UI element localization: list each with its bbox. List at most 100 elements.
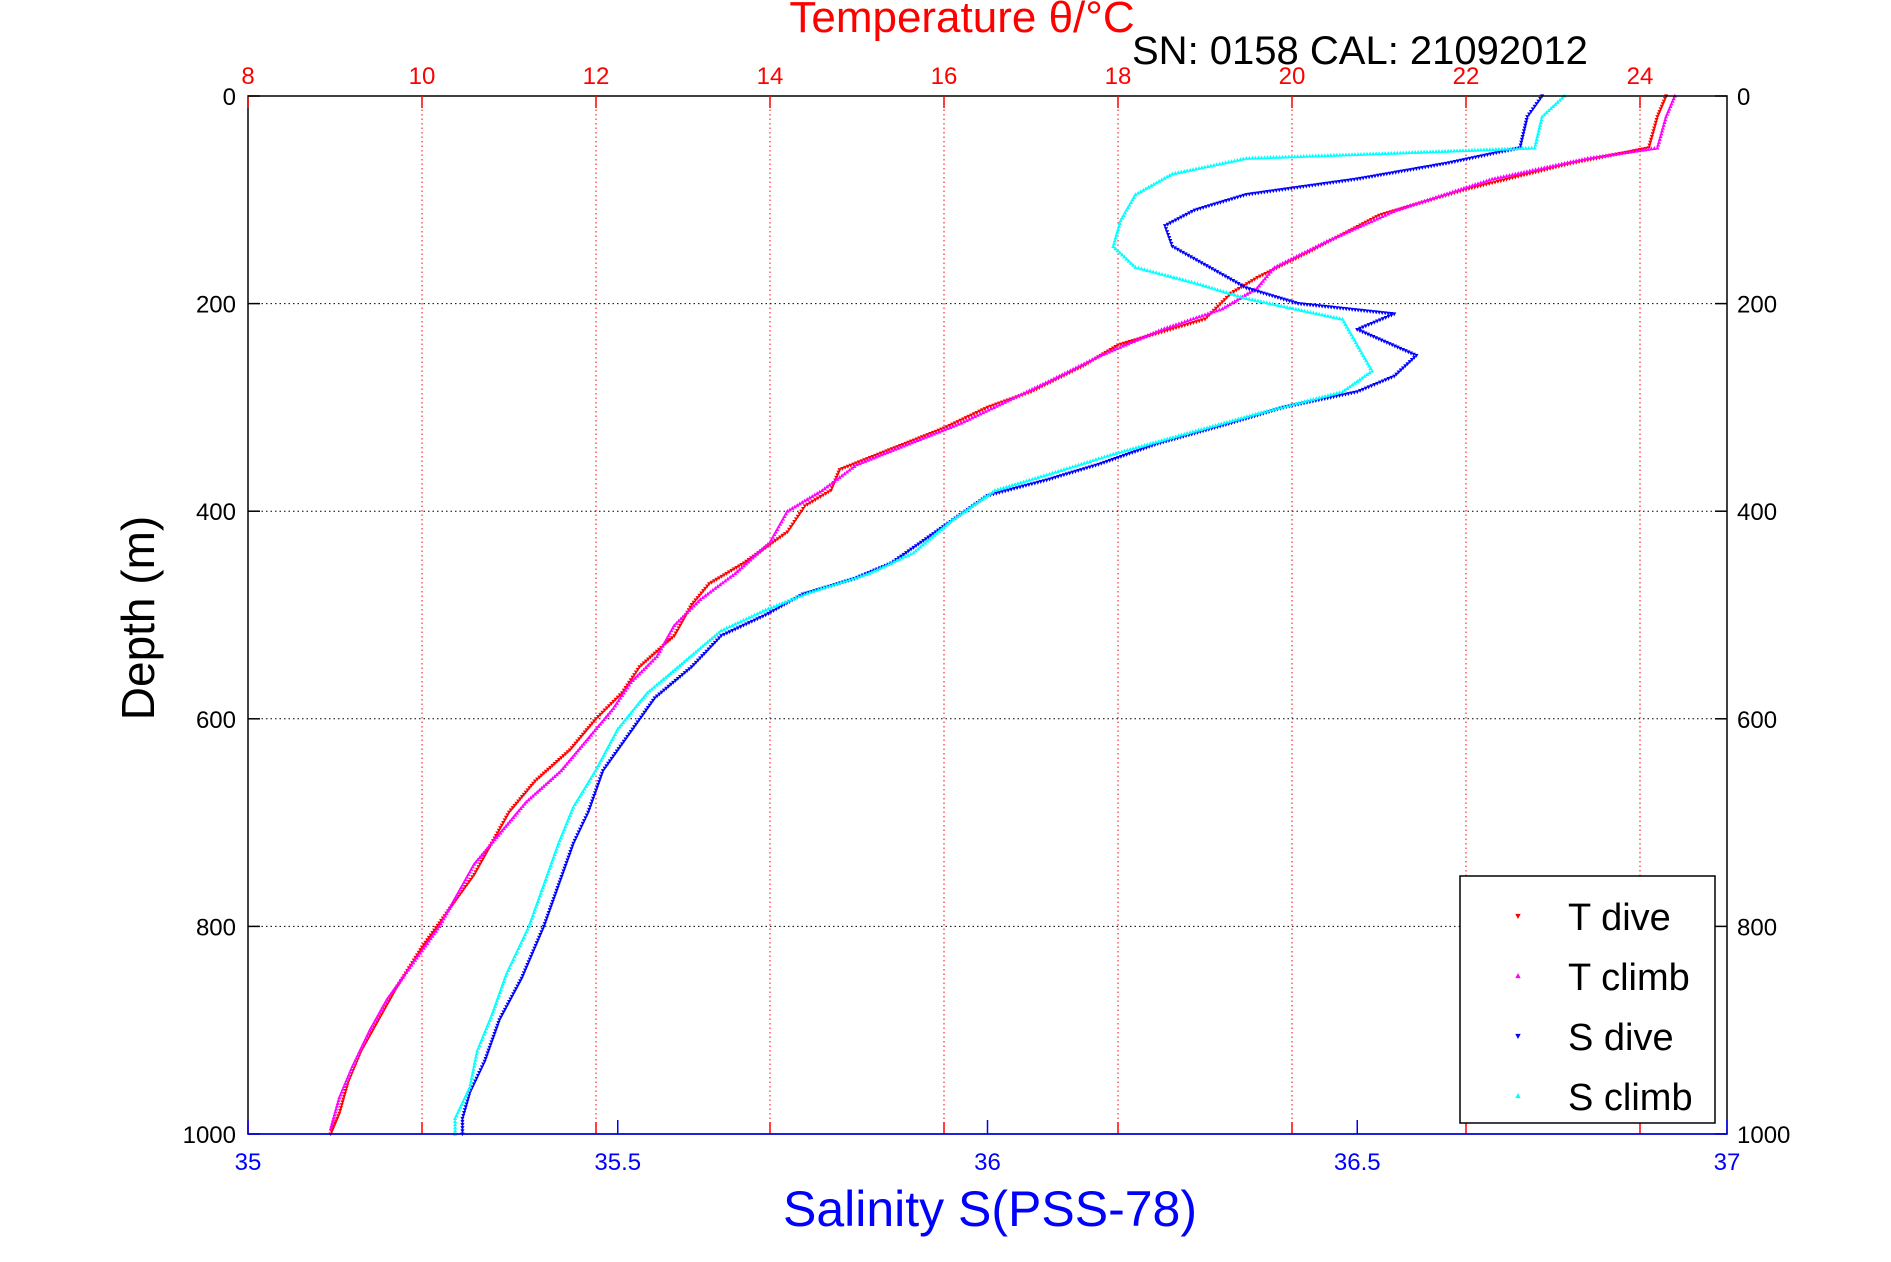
data-point: [578, 827, 583, 832]
data-point: [1335, 306, 1340, 311]
data-point: [1131, 194, 1136, 199]
data-point: [1167, 173, 1172, 177]
data-point: [1355, 342, 1360, 347]
data-point: [1527, 168, 1532, 173]
data-point: [649, 701, 654, 706]
data-point: [346, 1072, 351, 1077]
data-point: [610, 737, 615, 742]
data-point: [1560, 95, 1565, 100]
data-point: [926, 535, 931, 540]
data-point: [389, 994, 394, 999]
data-point: [1179, 432, 1184, 437]
data-point: [757, 549, 762, 554]
data-point: [634, 704, 639, 709]
data-point: [563, 824, 568, 829]
data-point: [621, 739, 626, 744]
data-point: [695, 596, 700, 600]
data-point: [1059, 468, 1064, 472]
data-point: [550, 763, 555, 768]
data-point: [1448, 148, 1454, 153]
data-point: [600, 769, 606, 773]
data-point: [1372, 174, 1378, 179]
data-point: [1405, 204, 1410, 209]
data-point: [469, 1088, 474, 1092]
data-point: [564, 821, 569, 826]
data-point: [1256, 155, 1261, 160]
data-point: [481, 1062, 486, 1067]
data-point: [675, 676, 680, 681]
data-point: [1196, 427, 1201, 432]
data-point: [1139, 266, 1144, 271]
top-tick-label: 10: [409, 63, 436, 90]
data-point: [1264, 300, 1269, 305]
data-point: [837, 475, 842, 480]
data-point: [733, 571, 738, 576]
data-point: [470, 1072, 475, 1077]
data-point: [544, 916, 549, 921]
data-point: [330, 1118, 336, 1122]
data-point: [921, 539, 926, 543]
data-point: [785, 508, 790, 513]
data-point: [1182, 319, 1187, 324]
data-point: [765, 541, 770, 546]
data-point: [487, 844, 492, 848]
data-point: [1241, 284, 1246, 289]
data-point: [472, 1063, 477, 1068]
data-point: [466, 872, 471, 877]
data-point: [529, 783, 534, 788]
data-point: [388, 997, 393, 1002]
data-point: [1201, 262, 1207, 267]
data-point: [1356, 308, 1361, 313]
data-point: [461, 1099, 466, 1104]
data-point: [907, 441, 912, 446]
data-point: [1029, 482, 1034, 487]
data-point: [1401, 366, 1406, 371]
data-point: [738, 625, 743, 629]
data-point: [1040, 381, 1046, 386]
data-point: [341, 1097, 346, 1102]
data-point: [556, 883, 561, 888]
data-point: [444, 911, 449, 916]
data-point: [1656, 139, 1662, 144]
data-point: [735, 620, 740, 625]
data-point: [510, 806, 515, 811]
data-point: [886, 562, 891, 567]
data-point: [1112, 347, 1117, 352]
data-point: [773, 529, 778, 534]
data-point: [523, 932, 528, 937]
data-point: [1166, 233, 1171, 237]
data-point: [1154, 180, 1159, 185]
data-point: [1030, 476, 1035, 481]
data-point: [520, 803, 525, 808]
data-point: [995, 487, 1000, 492]
data-point: [1016, 393, 1021, 398]
data-point: [1224, 295, 1229, 300]
data-point: [1229, 291, 1235, 296]
data-point: [576, 830, 581, 835]
data-point: [575, 739, 580, 744]
data-point: [727, 630, 732, 635]
data-point: [1239, 415, 1244, 420]
data-point: [480, 1034, 486, 1039]
data-point: [559, 832, 565, 837]
data-point: [1650, 132, 1655, 137]
data-point: [1359, 350, 1364, 355]
data-point: [639, 663, 644, 668]
data-point: [1153, 439, 1158, 444]
data-point: [1188, 167, 1193, 172]
data-point: [752, 618, 757, 623]
data-point: [672, 634, 677, 639]
data-point: [1227, 290, 1232, 295]
data-point: [1320, 394, 1325, 399]
data-point: [1193, 166, 1199, 171]
data-point: [580, 821, 585, 826]
data-point: [1170, 171, 1175, 176]
data-point: [868, 456, 873, 461]
data-point: [911, 545, 916, 550]
data-point: [1533, 142, 1538, 147]
data-point: [518, 979, 523, 984]
data-point: [454, 892, 459, 897]
data-point: [1594, 154, 1599, 159]
data-point: [1334, 315, 1339, 320]
data-point: [705, 584, 710, 589]
